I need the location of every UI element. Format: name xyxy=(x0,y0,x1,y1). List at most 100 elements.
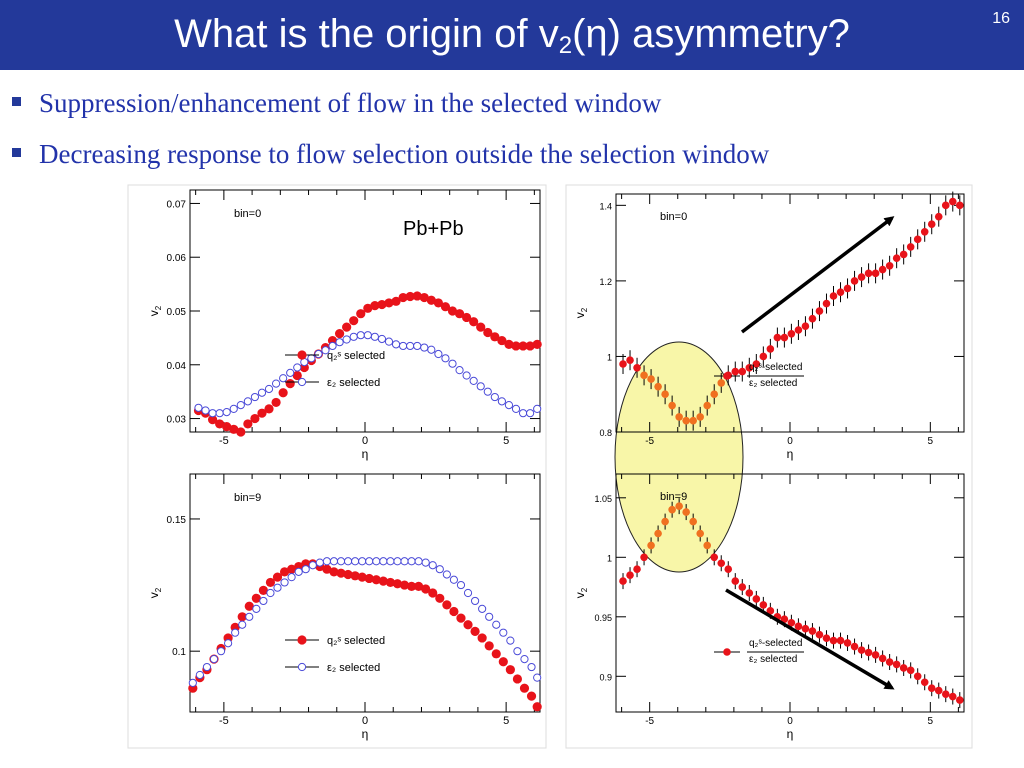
data-point xyxy=(207,415,218,425)
data-point xyxy=(504,401,514,410)
legend-marker xyxy=(723,372,731,380)
data-point xyxy=(899,250,908,259)
data-point xyxy=(780,333,789,342)
data-point xyxy=(406,581,417,591)
data-point xyxy=(462,312,472,323)
data-point xyxy=(384,337,394,346)
data-point xyxy=(526,409,535,418)
data-point xyxy=(512,674,523,684)
series-open xyxy=(188,557,542,688)
data-point xyxy=(238,620,247,629)
legend-marker xyxy=(297,635,307,645)
data-point xyxy=(668,401,676,410)
y-tick-label: 1.4 xyxy=(599,201,612,211)
data-point xyxy=(948,197,957,206)
y-tick-label: 0.15 xyxy=(167,515,187,526)
bullet-1: Suppression/enhancement of flow in the s… xyxy=(12,86,661,120)
data-point xyxy=(428,588,438,598)
data-point xyxy=(271,379,281,388)
data-point xyxy=(257,388,267,397)
data-point xyxy=(948,692,957,701)
data-point xyxy=(682,416,690,425)
x-tick-label: 5 xyxy=(503,715,509,727)
data-point xyxy=(491,649,501,659)
data-point xyxy=(724,565,733,573)
data-point xyxy=(188,678,197,688)
chart-panel-top-left: -5 0 5 0.03 0.04 0.05 0.06 0.07 η v2 bin=0 Pb+Pb q₂ˢ… xyxy=(147,189,542,461)
data-point xyxy=(202,662,212,672)
data-point xyxy=(470,626,480,636)
data-point xyxy=(843,639,852,647)
data-point xyxy=(532,702,542,712)
data-point xyxy=(518,409,528,418)
legend-label: q₂ˢ selected xyxy=(327,635,385,647)
data-point xyxy=(640,371,648,380)
data-point xyxy=(279,567,290,577)
data-point xyxy=(483,327,493,338)
y-tick-label: 1 xyxy=(607,352,612,362)
data-point xyxy=(490,392,499,402)
data-point xyxy=(787,329,796,338)
data-point xyxy=(377,299,387,310)
chart-panel-top-right: -5 0 5 0.8 1 1.2 1.4 η v2 bin=0 q₂ˢ-selected ε₂ sel… xyxy=(573,191,965,461)
data-point xyxy=(518,341,528,351)
left-figure-frame xyxy=(127,184,547,749)
data-point xyxy=(506,636,515,645)
bin-annotation: bin=9 xyxy=(234,492,261,504)
data-point xyxy=(259,596,268,606)
data-point xyxy=(399,580,410,590)
data-point xyxy=(492,620,501,629)
data-point xyxy=(414,581,424,591)
data-point xyxy=(442,600,452,610)
data-point xyxy=(469,376,478,386)
data-point xyxy=(407,557,416,566)
data-point xyxy=(435,593,445,603)
y-axis-label-sub: 2 xyxy=(580,307,589,312)
data-point xyxy=(526,691,537,701)
data-point xyxy=(878,265,887,274)
data-point xyxy=(236,427,246,437)
y-axis-label: v2 xyxy=(573,587,589,598)
data-point xyxy=(435,565,444,574)
data-point xyxy=(934,686,943,695)
y-tick-label: 0.04 xyxy=(167,361,187,372)
data-point xyxy=(292,370,302,381)
data-point xyxy=(273,583,282,592)
legend-denominator: ε₂ selected xyxy=(749,378,797,389)
data-point xyxy=(427,345,436,354)
y-tick-label: 0.06 xyxy=(167,253,187,264)
data-point xyxy=(434,349,443,359)
legend-marker xyxy=(297,350,307,360)
data-point xyxy=(717,379,726,387)
data-point xyxy=(808,627,817,635)
data-point xyxy=(405,291,415,302)
data-point xyxy=(661,517,669,526)
data-point xyxy=(836,636,845,645)
data-point xyxy=(717,559,726,568)
data-point xyxy=(364,573,374,584)
data-point xyxy=(703,541,712,550)
data-point xyxy=(794,622,803,631)
data-point xyxy=(448,359,457,368)
data-point xyxy=(336,568,346,578)
data-point xyxy=(328,341,337,351)
data-point xyxy=(392,579,403,589)
data-point xyxy=(398,292,408,303)
data-point xyxy=(343,569,353,580)
series-filled xyxy=(188,559,542,712)
data-point xyxy=(476,382,485,391)
data-point xyxy=(456,613,466,623)
title-bar xyxy=(0,0,1024,70)
data-point xyxy=(885,658,894,666)
data-point xyxy=(441,354,450,363)
chart-panel-bottom-left: -5 0 5 0.1 0.15 η v2 bin=9 q₂ˢ selected ε₂ select… xyxy=(147,473,542,741)
data-point xyxy=(836,288,845,297)
data-point xyxy=(201,406,210,415)
data-point xyxy=(857,646,866,654)
data-point xyxy=(265,577,276,588)
chart-panel-bottom-right: -5 0 5 0.9 0.95 1 1.05 η v2 bin=9 q₂ˢ-selected ε₂ s… xyxy=(573,473,965,741)
data-point xyxy=(934,212,943,221)
data-point xyxy=(927,684,936,692)
data-point xyxy=(927,220,936,229)
